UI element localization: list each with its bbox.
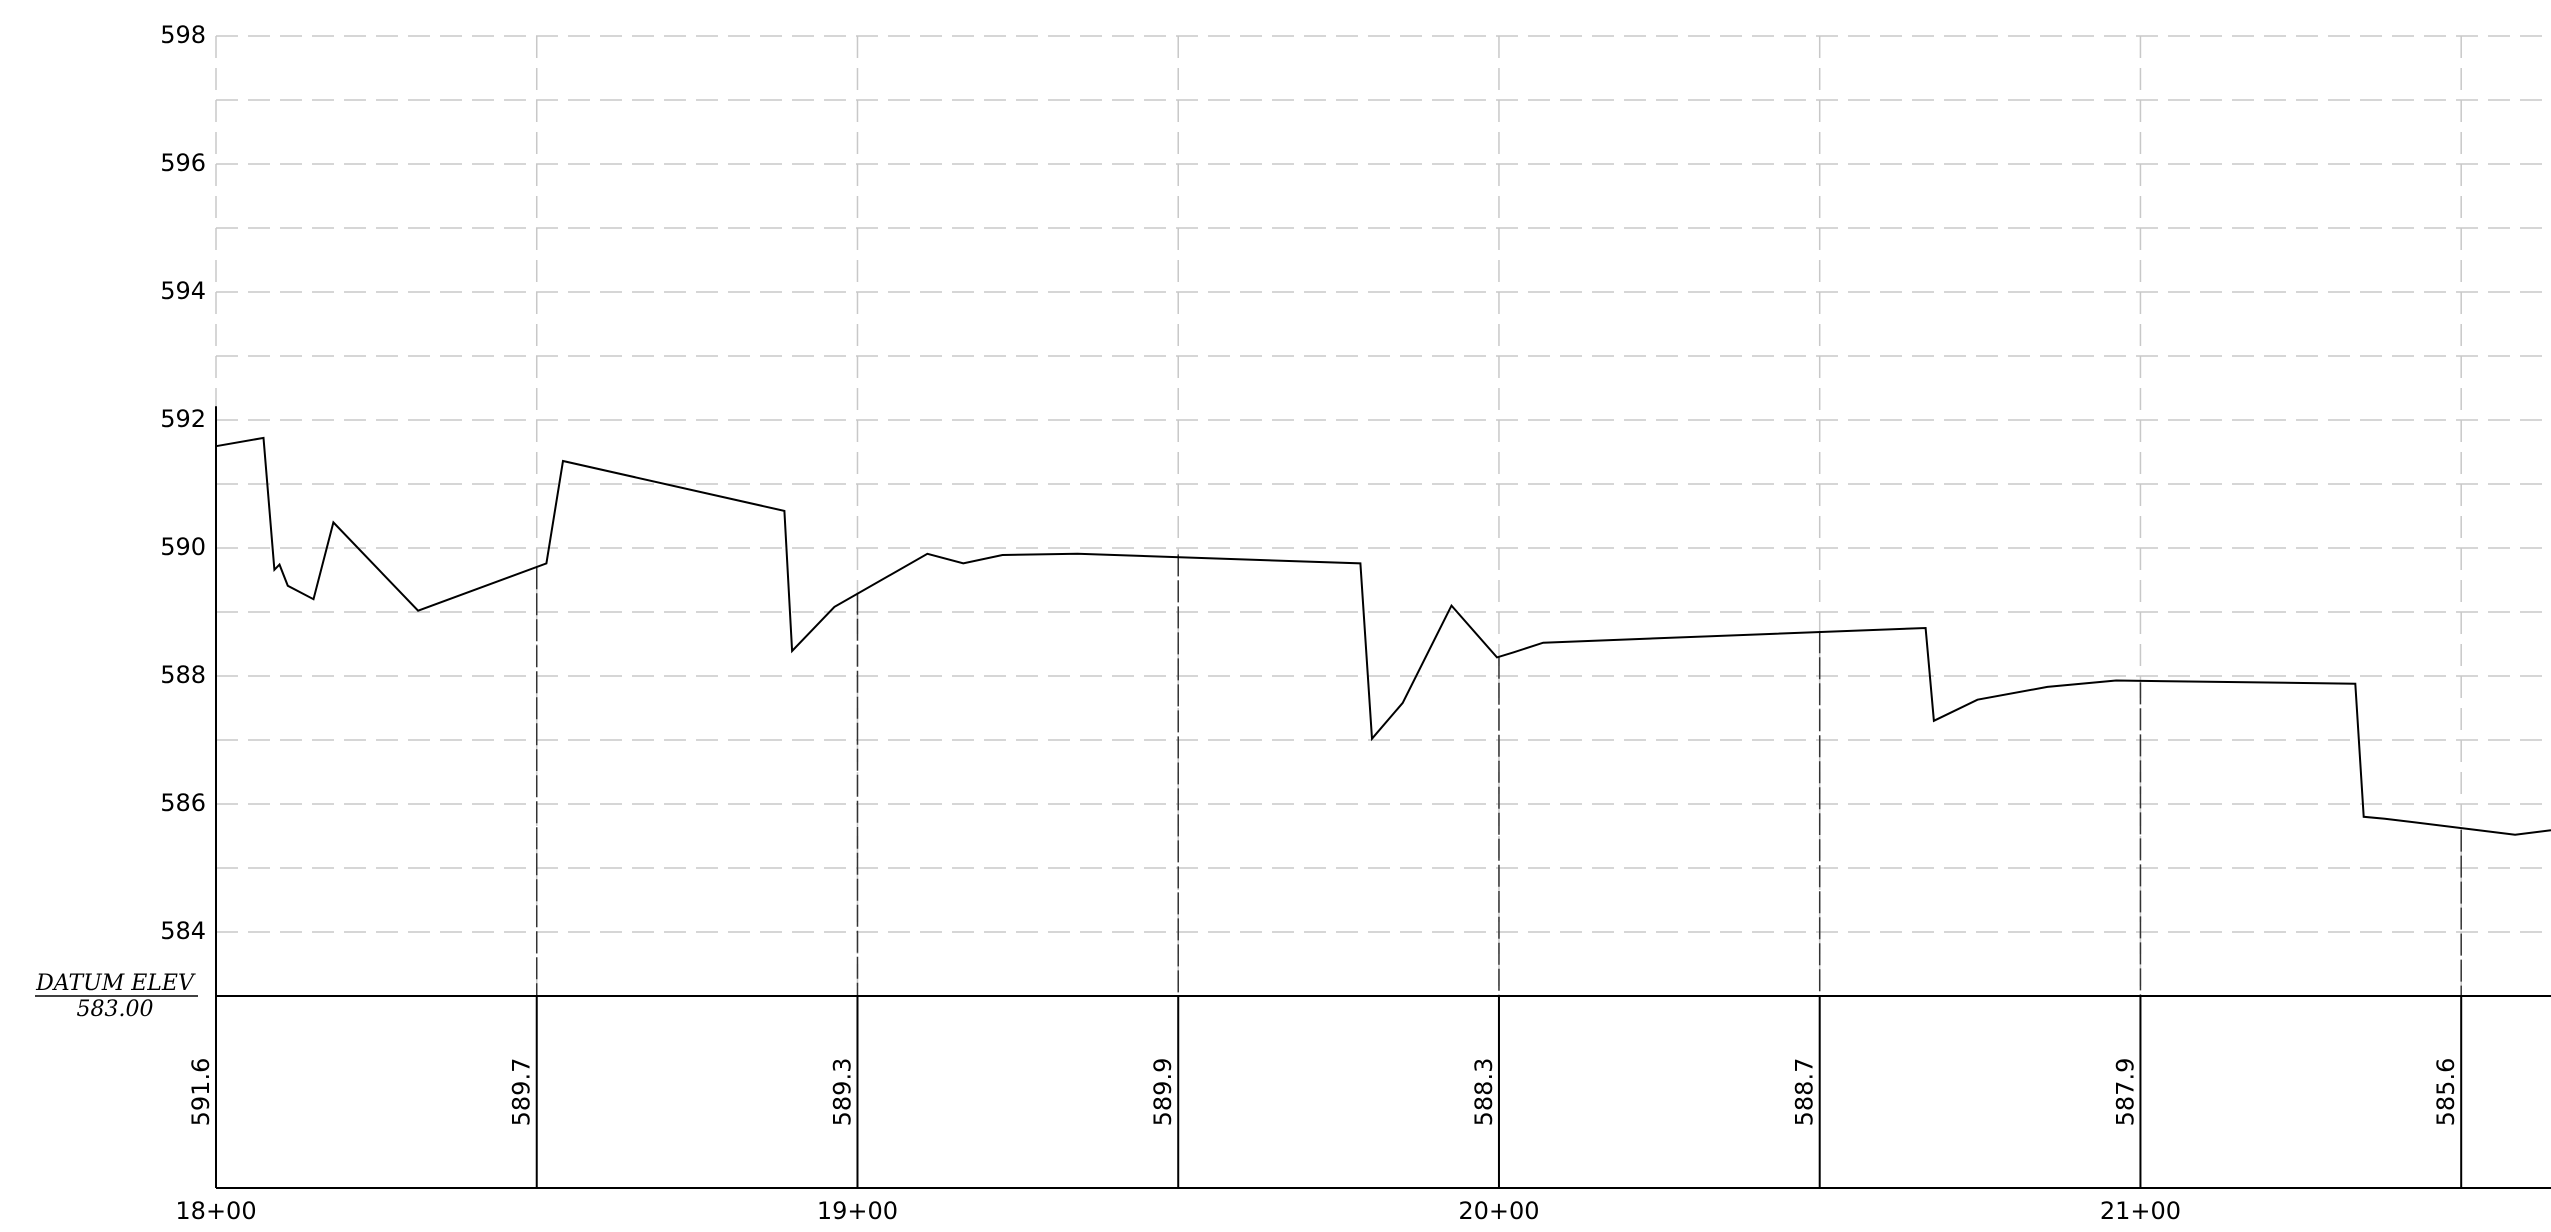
station-elevation-label: 591.6: [187, 1058, 215, 1127]
x-tick-label: 19+00: [817, 1197, 898, 1225]
station-elevation-label: 589.3: [828, 1058, 856, 1127]
station-elevation-label: 587.9: [2111, 1058, 2139, 1127]
x-tick-label: 21+00: [2100, 1197, 2181, 1225]
y-tick-label: 590: [160, 533, 206, 561]
y-tick-label: 596: [160, 149, 206, 177]
station-elevation-label: 589.7: [508, 1058, 536, 1127]
station-elevation-label: 588.3: [1470, 1058, 1498, 1127]
datum-label: DATUM ELEV: [35, 971, 196, 996]
profile-line: [215, 436, 2551, 836]
y-tick-label: 592: [160, 405, 206, 433]
y-tick-label: 594: [160, 277, 206, 305]
station-elevation-label: 588.7: [1791, 1058, 1819, 1127]
station-elevation-label: 585.6: [2432, 1058, 2460, 1127]
x-tick-label: 18+00: [175, 1197, 256, 1225]
y-tick-label: 584: [160, 917, 206, 945]
y-tick-label: 586: [160, 789, 206, 817]
x-tick-label: 20+00: [1458, 1197, 1539, 1225]
y-tick-label: 598: [160, 21, 206, 49]
datum-value: 583.00: [77, 997, 154, 1022]
y-tick-label: 588: [160, 661, 206, 689]
station-elevation-label: 589.9: [1149, 1058, 1177, 1127]
